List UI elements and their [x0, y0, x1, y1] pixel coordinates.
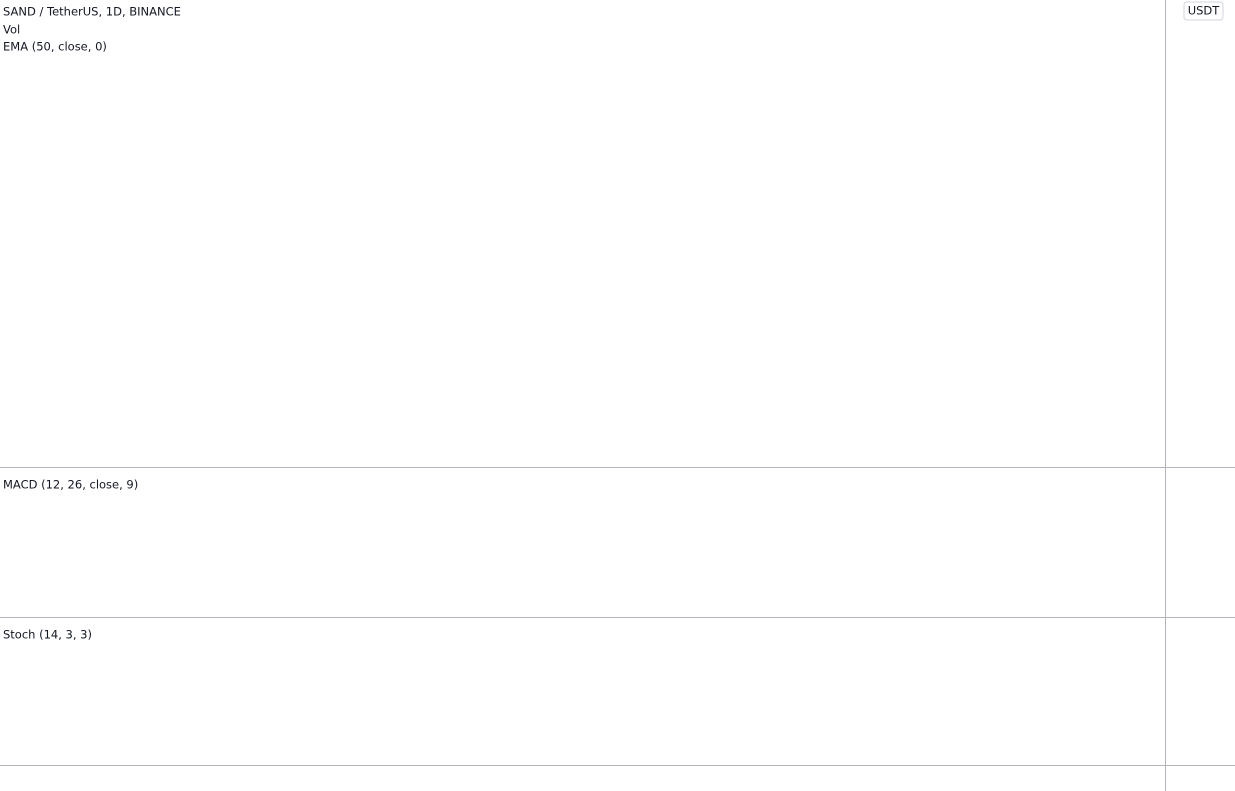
currency-button[interactable]: USDT — [1183, 1, 1224, 21]
chart-title: SAND / TetherUS, 1D, BINANCE — [3, 5, 181, 19]
currency-box[interactable] — [1183, 1, 1224, 21]
ema-label: EMA (50, close, 0) — [3, 40, 107, 54]
stoch-title: Stoch (14, 3, 3) — [3, 628, 92, 642]
label-layer: SAND / TetherUS, 1D, BINANCE Vol EMA (50… — [3, 5, 181, 642]
volume-label: Vol — [3, 23, 20, 37]
currency-text[interactable]: USDT — [1188, 4, 1221, 18]
macd-title: MACD (12, 26, close, 9) — [3, 478, 138, 492]
